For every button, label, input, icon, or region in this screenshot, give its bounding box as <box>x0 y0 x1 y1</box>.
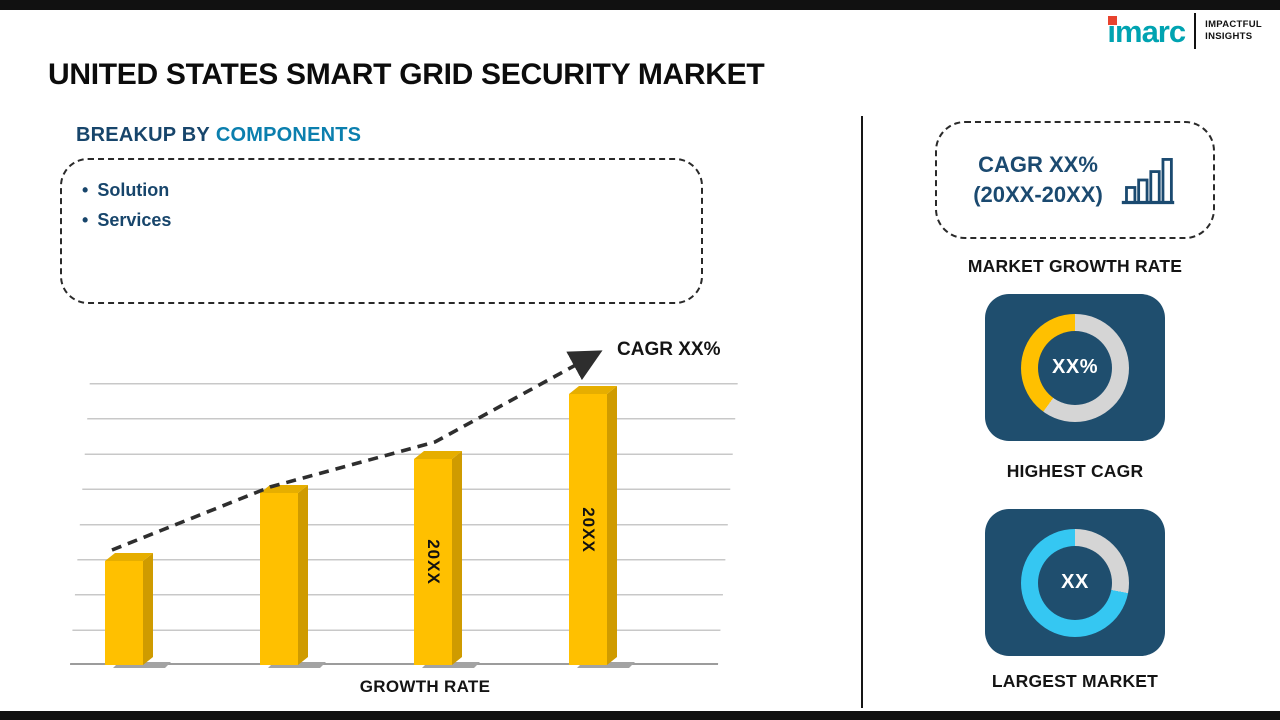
top-border <box>0 0 1280 10</box>
highest-cagr-card: XX% <box>985 294 1165 441</box>
breakup-heading-highlight: COMPONENTS <box>215 124 362 146</box>
cagr-value: CAGR XX% <box>978 152 1098 178</box>
logo-brand-wrap: imarc <box>1107 13 1186 49</box>
bar-1 <box>105 561 143 665</box>
bars-group: 20XX 20XX <box>70 383 718 668</box>
largest-market-value: XX <box>1061 571 1089 593</box>
breakup-heading-prefix: BREAKUP BY <box>76 124 210 146</box>
logo-tagline-line2: INSIGHTS <box>1205 31 1253 42</box>
logo-tagline-line1: IMPACTFUL <box>1205 19 1262 31</box>
bar-label: 20XX <box>579 506 598 553</box>
trend-arrow-icon <box>111 350 603 552</box>
cagr-period: (20XX-20XX) <box>973 182 1103 207</box>
bar-chart-icon <box>1121 158 1175 205</box>
bar-4: 20XX <box>569 394 607 665</box>
highest-cagr-label: HIGHEST CAGR <box>1006 461 1144 481</box>
breakup-heading: BREAKUP BY COMPONENTS <box>76 124 361 147</box>
donut-chart-highest-cagr: XX% <box>1021 313 1129 422</box>
breakup-box: Solution Services <box>60 158 703 304</box>
cagr-annotation: CAGR XX% <box>617 339 721 360</box>
bar-3: 20XX <box>414 459 452 665</box>
donut-chart-largest-market: XX <box>1021 528 1129 637</box>
x-axis-title: GROWTH RATE <box>359 677 491 696</box>
logo-red-square-icon <box>1108 15 1118 25</box>
logo-divider <box>1194 13 1197 49</box>
cagr-card: CAGR XX% (20XX-20XX) <box>935 121 1215 239</box>
largest-market-label: LARGEST MARKET <box>991 671 1159 691</box>
highest-cagr-value: XX% <box>1052 356 1098 378</box>
vertical-divider <box>861 116 863 708</box>
cagr-card-text: CAGR XX% (20XX-20XX) <box>973 150 1103 209</box>
donut-hole: XX% <box>1038 330 1112 405</box>
donut-hole: XX <box>1038 545 1112 620</box>
list-item-services: Services <box>82 205 701 235</box>
bottom-border <box>0 711 1280 720</box>
market-growth-rate-label: MARKET GROWTH RATE <box>967 256 1183 276</box>
bar-2 <box>260 493 298 665</box>
bar-label: 20XX <box>424 539 443 585</box>
bar-chart: CAGR XX% 20XX 20XX <box>65 335 738 670</box>
logo-tagline: IMPACTFUL INSIGHTS <box>1205 19 1262 43</box>
logo-brand-text: imarc <box>1107 13 1186 49</box>
list-item-solution: Solution <box>82 175 701 205</box>
largest-market-card: XX <box>985 509 1165 656</box>
page-title: UNITED STATES SMART GRID SECURITY MARKET <box>48 58 765 91</box>
imarc-logo: imarc IMPACTFUL INSIGHTS <box>1107 13 1262 49</box>
